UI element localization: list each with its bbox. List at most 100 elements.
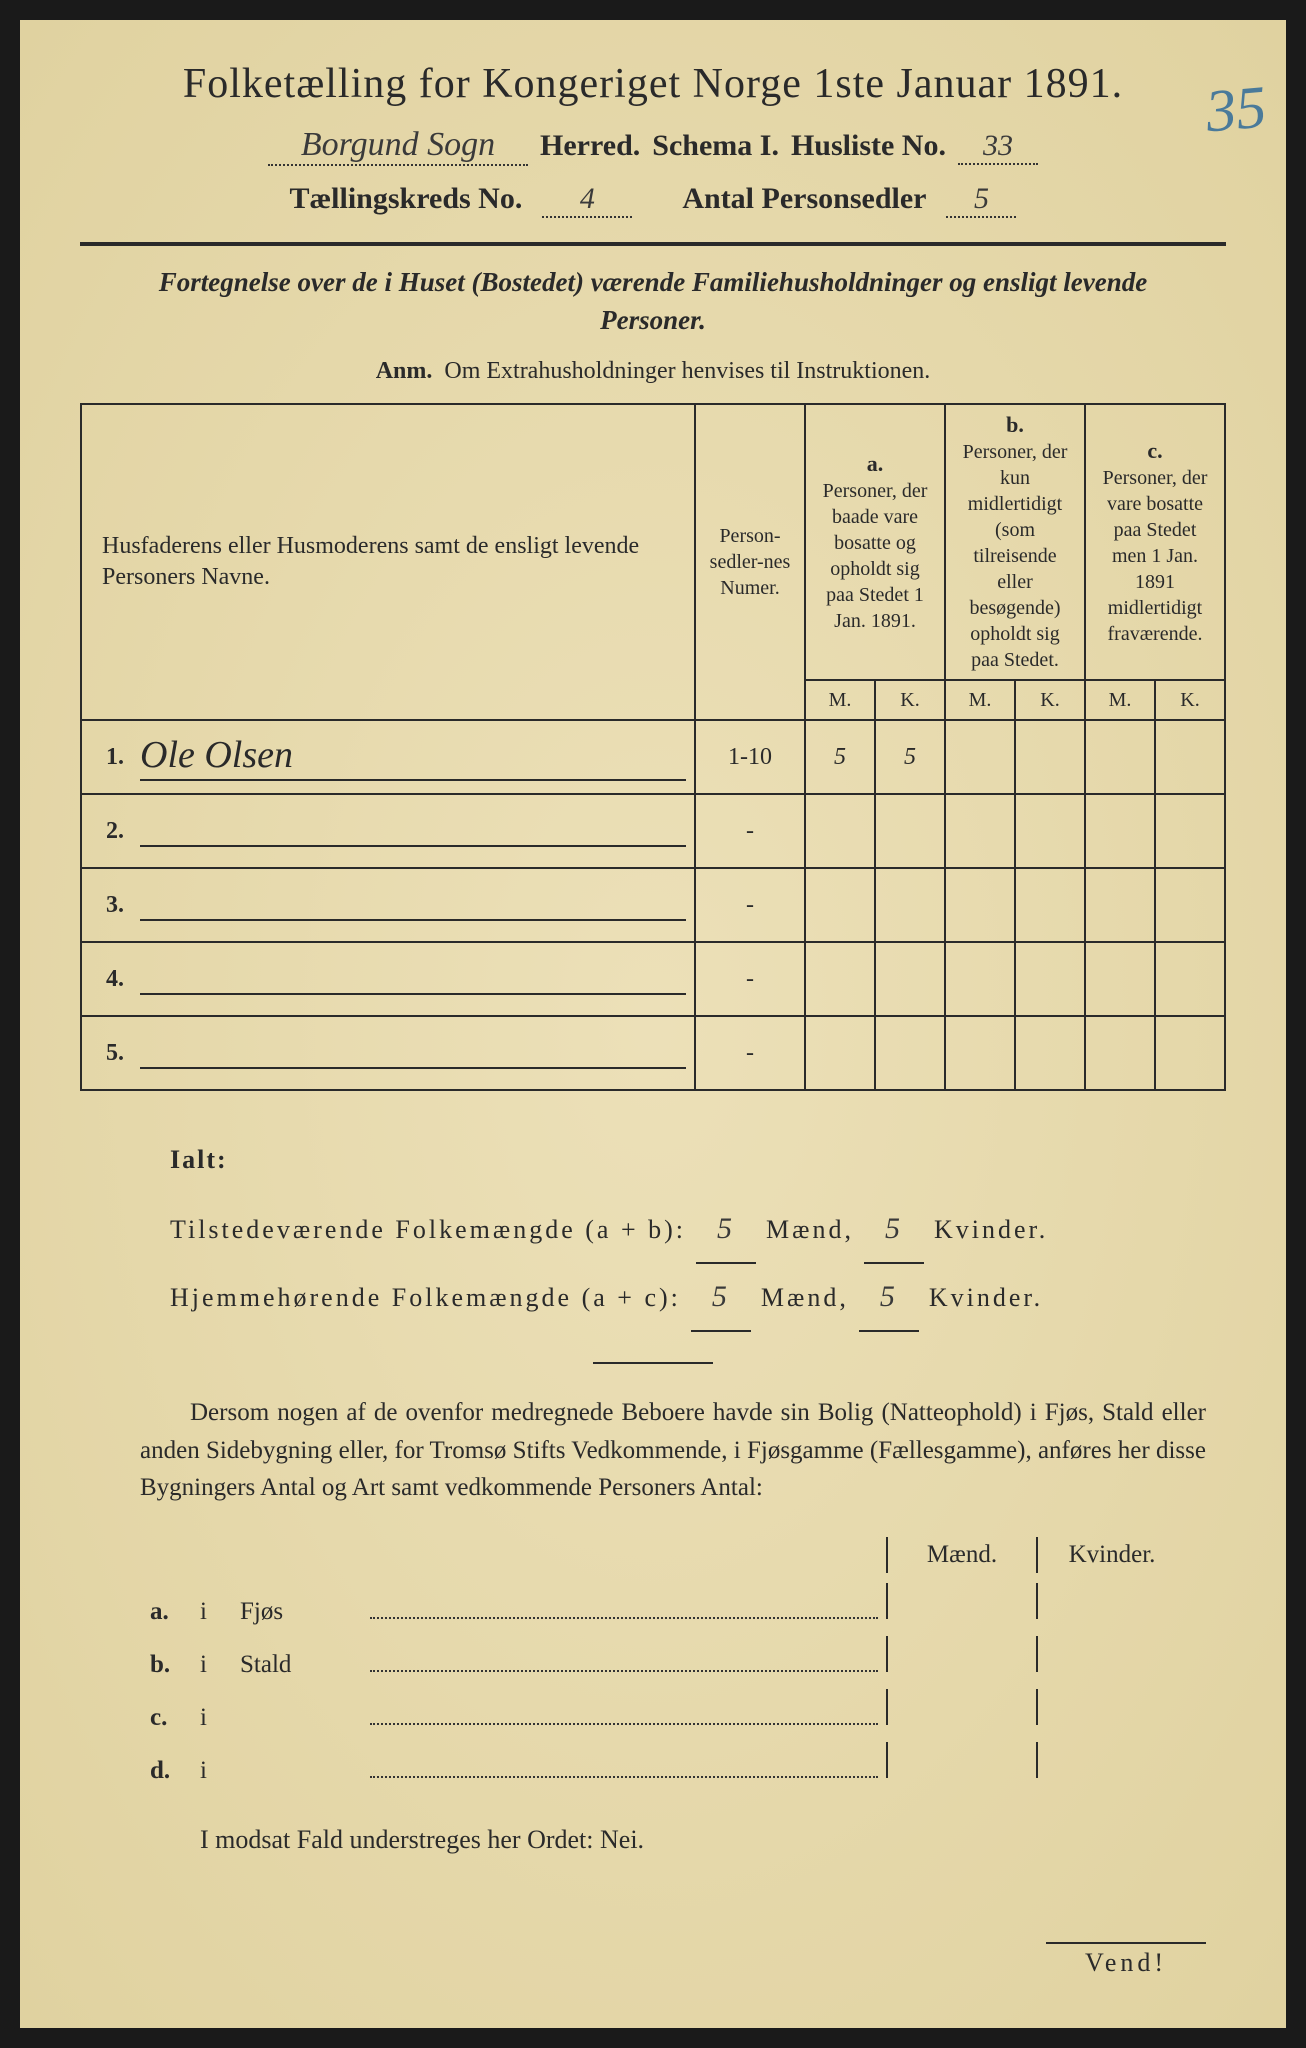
- row-num: 4.: [81, 942, 132, 1016]
- side-i: i: [200, 1651, 240, 1679]
- row-cm: [1085, 942, 1155, 1016]
- divider: [80, 242, 1226, 246]
- table-row: 5. -: [81, 1016, 1225, 1090]
- side-head-maend: Mænd.: [886, 1537, 1036, 1573]
- row-num: 1.: [81, 720, 132, 794]
- antal-value: 5: [946, 182, 1016, 218]
- table-row: 3. -: [81, 868, 1225, 942]
- row-bk: [1015, 720, 1085, 794]
- row-name: [132, 942, 695, 1016]
- col-b-k: K.: [1015, 680, 1085, 720]
- row-cm: [1085, 868, 1155, 942]
- row-cm: [1085, 720, 1155, 794]
- schema-label: Schema I.: [652, 129, 779, 163]
- side-maend-cell: [886, 1583, 1036, 1619]
- row-ck: [1155, 1016, 1225, 1090]
- herred-label: Herred.: [540, 129, 640, 163]
- tilstede-m: 5: [696, 1196, 756, 1264]
- side-table-head: Mænd. Kvinder.: [150, 1537, 1186, 1573]
- col-a-k: K.: [875, 680, 945, 720]
- side-letter: b.: [150, 1651, 200, 1679]
- side-letter: a.: [150, 1598, 200, 1626]
- row-bm: [945, 720, 1015, 794]
- closing-line: I modsat Fald understreges her Ordet: Ne…: [200, 1825, 1206, 1855]
- row-ak: [875, 868, 945, 942]
- row-am: [805, 942, 875, 1016]
- side-kvinder-cell: [1036, 1583, 1186, 1619]
- hjemme-k: 5: [859, 1264, 919, 1332]
- col-b-m: M.: [945, 680, 1015, 720]
- side-maend-cell: [886, 1636, 1036, 1672]
- side-kvinder-cell: [1036, 1689, 1186, 1725]
- row-name: [132, 794, 695, 868]
- row-ck: [1155, 868, 1225, 942]
- row-bk: [1015, 794, 1085, 868]
- herred-value: Borgund Sogn: [268, 126, 528, 166]
- side-row: d. i: [150, 1742, 1186, 1785]
- col-b: b. Personer, der kun midlertidigt (som t…: [945, 404, 1085, 681]
- row-bk: [1015, 942, 1085, 1016]
- subtitle: Fortegnelse over de i Huset (Bostedet) v…: [120, 264, 1186, 340]
- row-ck: [1155, 794, 1225, 868]
- hjemme-m: 5: [691, 1264, 751, 1332]
- side-kvinder-cell: [1036, 1742, 1186, 1778]
- row-am: 5: [805, 720, 875, 794]
- tilstede-k: 5: [864, 1196, 924, 1264]
- col-c-k: K.: [1155, 680, 1225, 720]
- side-dots: [370, 1617, 878, 1619]
- row-bm: [945, 1016, 1015, 1090]
- row-bm: [945, 868, 1015, 942]
- main-table: Husfaderens eller Husmoderens samt de en…: [80, 403, 1226, 1092]
- row-sedler: -: [695, 942, 805, 1016]
- row-name: [132, 868, 695, 942]
- row-cm: [1085, 1016, 1155, 1090]
- row-name: Ole Olsen: [132, 720, 695, 794]
- header-line-2: Tællingskreds No. 4 Antal Personsedler 5: [80, 182, 1226, 218]
- census-form-page: 35 Folketælling for Kongeriget Norge 1st…: [20, 20, 1286, 2028]
- row-ak: [875, 1016, 945, 1090]
- ialt-label: Ialt:: [170, 1131, 1206, 1188]
- tilstede-row: Tilstedeværende Folkemængde (a + b): 5 M…: [170, 1196, 1206, 1264]
- side-letter: c.: [150, 1704, 200, 1732]
- table-row: 1. Ole Olsen 1-10 5 5: [81, 720, 1225, 794]
- row-num: 5.: [81, 1016, 132, 1090]
- row-sedler: -: [695, 868, 805, 942]
- side-item: Stald: [240, 1651, 370, 1679]
- side-building-table: Mænd. Kvinder. a. i Fjøs b. i Stald c. i…: [150, 1537, 1186, 1785]
- side-maend-cell: [886, 1689, 1036, 1725]
- side-dots: [370, 1670, 878, 1672]
- col-a-m: M.: [805, 680, 875, 720]
- vend-label: Vend!: [1046, 1942, 1206, 1978]
- row-ak: [875, 942, 945, 1016]
- table-row: 4. -: [81, 942, 1225, 1016]
- row-am: [805, 1016, 875, 1090]
- row-ak: 5: [875, 720, 945, 794]
- row-bm: [945, 942, 1015, 1016]
- col-numer: Person-sedler-nes Numer.: [695, 404, 805, 721]
- row-ck: [1155, 942, 1225, 1016]
- totals-block: Ialt: Tilstedeværende Folkemængde (a + b…: [170, 1131, 1206, 1332]
- row-bk: [1015, 868, 1085, 942]
- side-kvinder-cell: [1036, 1636, 1186, 1672]
- side-dots: [370, 1776, 878, 1778]
- page-title: Folketælling for Kongeriget Norge 1ste J…: [80, 60, 1226, 108]
- row-sedler: 1-10: [695, 720, 805, 794]
- side-i: i: [200, 1757, 240, 1785]
- husliste-label: Husliste No.: [791, 129, 946, 163]
- side-item: Fjøs: [240, 1598, 370, 1626]
- antal-label: Antal Personsedler: [682, 182, 926, 216]
- hjemme-row: Hjemmehørende Folkemængde (a + c): 5 Mæn…: [170, 1264, 1206, 1332]
- side-row: c. i: [150, 1689, 1186, 1732]
- col-names: Husfaderens eller Husmoderens samt de en…: [81, 404, 695, 721]
- kreds-label: Tællingskreds No.: [290, 182, 523, 216]
- short-divider: [593, 1362, 713, 1364]
- anm-note: Anm. Om Extrahusholdninger henvises til …: [80, 358, 1226, 385]
- row-name: [132, 1016, 695, 1090]
- row-num: 3.: [81, 868, 132, 942]
- row-ck: [1155, 720, 1225, 794]
- side-row: a. i Fjøs: [150, 1583, 1186, 1626]
- row-cm: [1085, 794, 1155, 868]
- col-c-m: M.: [1085, 680, 1155, 720]
- kreds-value: 4: [542, 182, 632, 218]
- husliste-value: 33: [958, 129, 1038, 165]
